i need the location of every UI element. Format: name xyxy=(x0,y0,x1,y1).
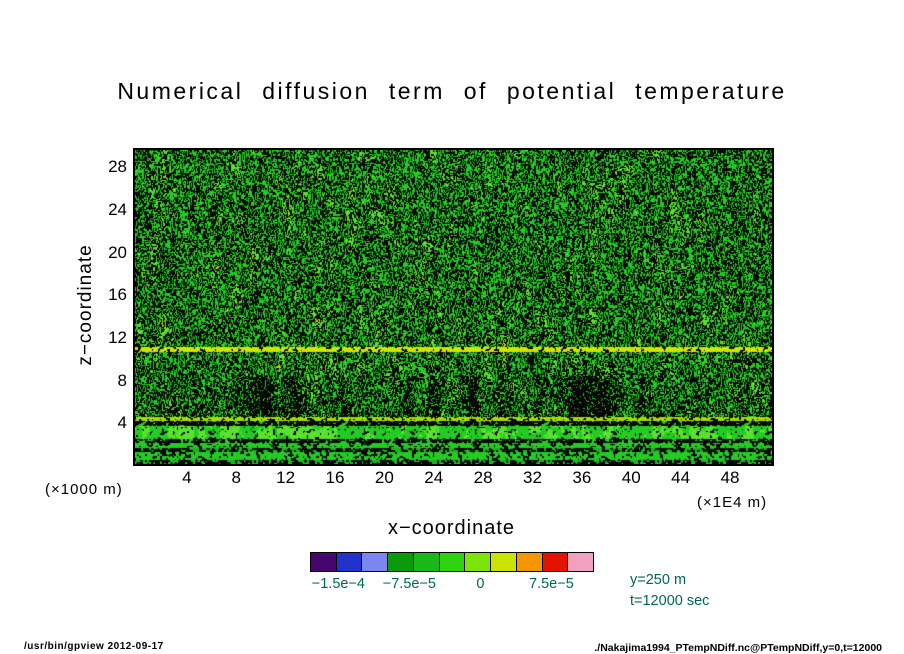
colorbar-cell xyxy=(465,553,492,571)
colorbar-cell xyxy=(516,553,543,571)
x-tick-label: 4 xyxy=(182,468,192,487)
y-tick-label: 4 xyxy=(117,413,127,433)
x-tick-label: 16 xyxy=(325,468,345,487)
x-axis-units-label: (×1E4 m) xyxy=(697,494,768,511)
footer-source-file: ./Nakajima1994_PTempNDiff.nc@PTempNDiff,… xyxy=(594,642,882,654)
x-tick-label: 8 xyxy=(231,468,241,487)
x-tick-label: 36 xyxy=(572,468,592,487)
footer-command-and-date: /usr/bin/gpview 2012-09-17 xyxy=(24,641,164,652)
x-axis-label: x−coordinate xyxy=(387,517,516,539)
colorbar xyxy=(310,552,594,572)
x-tick-label: 40 xyxy=(621,468,641,487)
annotation-line: t=12000 sec xyxy=(630,593,710,609)
chart-title: Numerical diffusion term of potential te… xyxy=(117,78,787,104)
plot-annotations: y=250 m t=12000 sec xyxy=(630,570,709,612)
y-tick-label: 28 xyxy=(108,157,127,177)
y-tick-label: 20 xyxy=(108,242,127,262)
contour-field-canvas xyxy=(135,150,772,464)
y-tick-label: 8 xyxy=(117,370,127,390)
colorbar-cell xyxy=(413,553,440,571)
colorbar-cell xyxy=(388,553,414,571)
x-tick-label: 48 xyxy=(720,468,740,487)
x-tick-label: 24 xyxy=(424,468,444,487)
colorbar-tick-labels: −1.5e−4 −7.5e−5 0 7.5e−5 xyxy=(310,576,594,594)
y-axis-ticks: 28 24 20 16 12 8 4 xyxy=(85,150,127,464)
x-tick-label: 44 xyxy=(671,468,691,487)
y-tick-label: 16 xyxy=(108,285,127,305)
colorbar-cell xyxy=(336,553,363,571)
colorbar-tick-label: 7.5e−5 xyxy=(529,576,574,592)
colorbar-cell xyxy=(568,553,594,571)
colorbar-cell xyxy=(439,553,466,571)
y-tick-label: 12 xyxy=(108,327,127,347)
colorbar-tick-label: 0 xyxy=(476,576,485,592)
colorbar-cell xyxy=(311,553,337,571)
x-tick-label: 32 xyxy=(523,468,542,487)
x-tick-label: 28 xyxy=(473,468,493,487)
plot-frame xyxy=(133,148,774,466)
y-axis-units-label: (×1000 m) xyxy=(45,481,123,498)
colorbar-tick-label: −1.5e−4 xyxy=(311,576,366,592)
colorbar-tick-label: −7.5e−5 xyxy=(382,576,437,592)
x-axis-ticks: 4 8 12 16 20 24 28 32 36 40 44 48 xyxy=(135,468,772,490)
annotation-line: y=250 m xyxy=(630,572,687,588)
colorbar-cell xyxy=(362,553,389,571)
x-tick-label: 20 xyxy=(374,468,394,487)
colorbar-cell xyxy=(542,553,569,571)
y-tick-label: 24 xyxy=(108,199,127,219)
x-tick-label: 12 xyxy=(276,468,296,487)
colorbar-cell xyxy=(491,553,517,571)
